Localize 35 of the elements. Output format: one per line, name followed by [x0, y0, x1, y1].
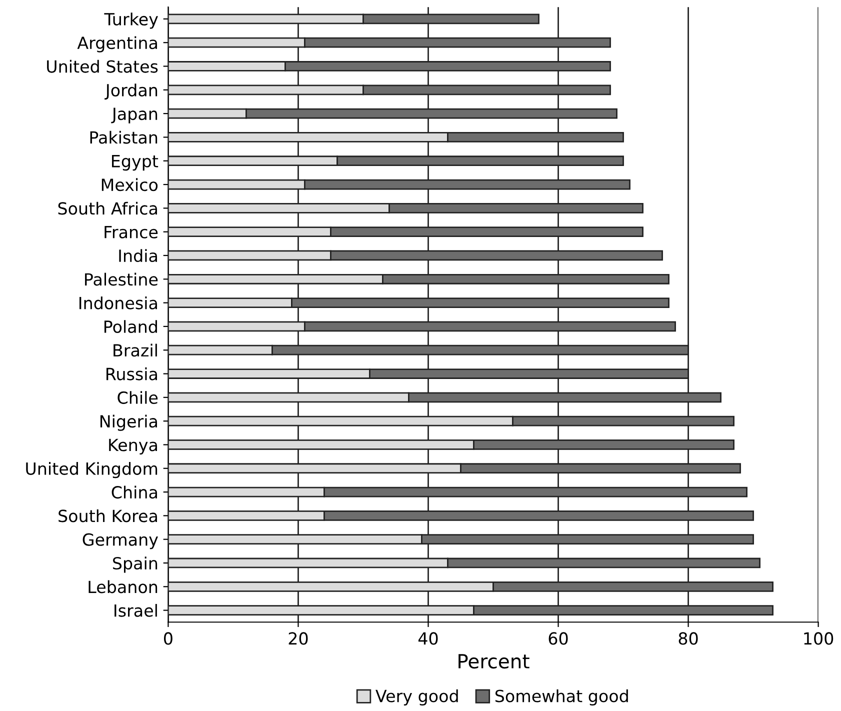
y-tick-label: Pakistan [90, 130, 158, 144]
y-tick-label: Palestine [85, 272, 158, 286]
y-tick-label: Israel [114, 604, 157, 617]
x-tick-label: 40 [418, 632, 438, 645]
y-tick-label: Turkey [104, 12, 158, 29]
y-tick-label: France [104, 226, 158, 238]
y-tick-label: Brazil [114, 344, 157, 357]
y-tick-label: Germany [82, 533, 158, 550]
y-tick-label: United Kingdom [26, 462, 158, 478]
y-tick-label: Chile [118, 391, 158, 404]
x-axis-title: Percent [458, 654, 530, 669]
y-tick-label: Lebanon [88, 580, 158, 594]
y-tick-label: Poland [104, 320, 157, 334]
x-tick-label: 60 [548, 632, 568, 645]
y-tick-label: Japan [111, 108, 158, 124]
x-tick-label: 20 [288, 632, 308, 645]
y-tick-label: Russia [106, 367, 157, 380]
y-tick-label: United States [47, 60, 158, 73]
y-tick-label: Spain [113, 556, 158, 573]
y-tick-label: South Africa [58, 202, 157, 215]
y-tick-label: Jordan [104, 84, 158, 100]
y-tick-label: China [112, 486, 157, 499]
x-tick-label: 80 [678, 632, 698, 645]
y-tick-label: India [119, 249, 157, 262]
y-tick-label: Argentina [77, 36, 157, 52]
y-tick-label: Mexico [102, 178, 158, 192]
legend-label: Somewhat good [495, 689, 628, 706]
x-tick-label: 100 [804, 632, 834, 645]
y-tick-label: Kenya [109, 438, 157, 455]
x-tick-label: 0 [164, 632, 172, 645]
legend-label: Very good [376, 689, 458, 706]
y-tick-label: South Korea [58, 509, 157, 522]
y-tick-label: Nigeria [100, 414, 157, 431]
y-tick-label: Indonesia [80, 296, 157, 310]
y-tick-label: Egypt [112, 155, 158, 171]
